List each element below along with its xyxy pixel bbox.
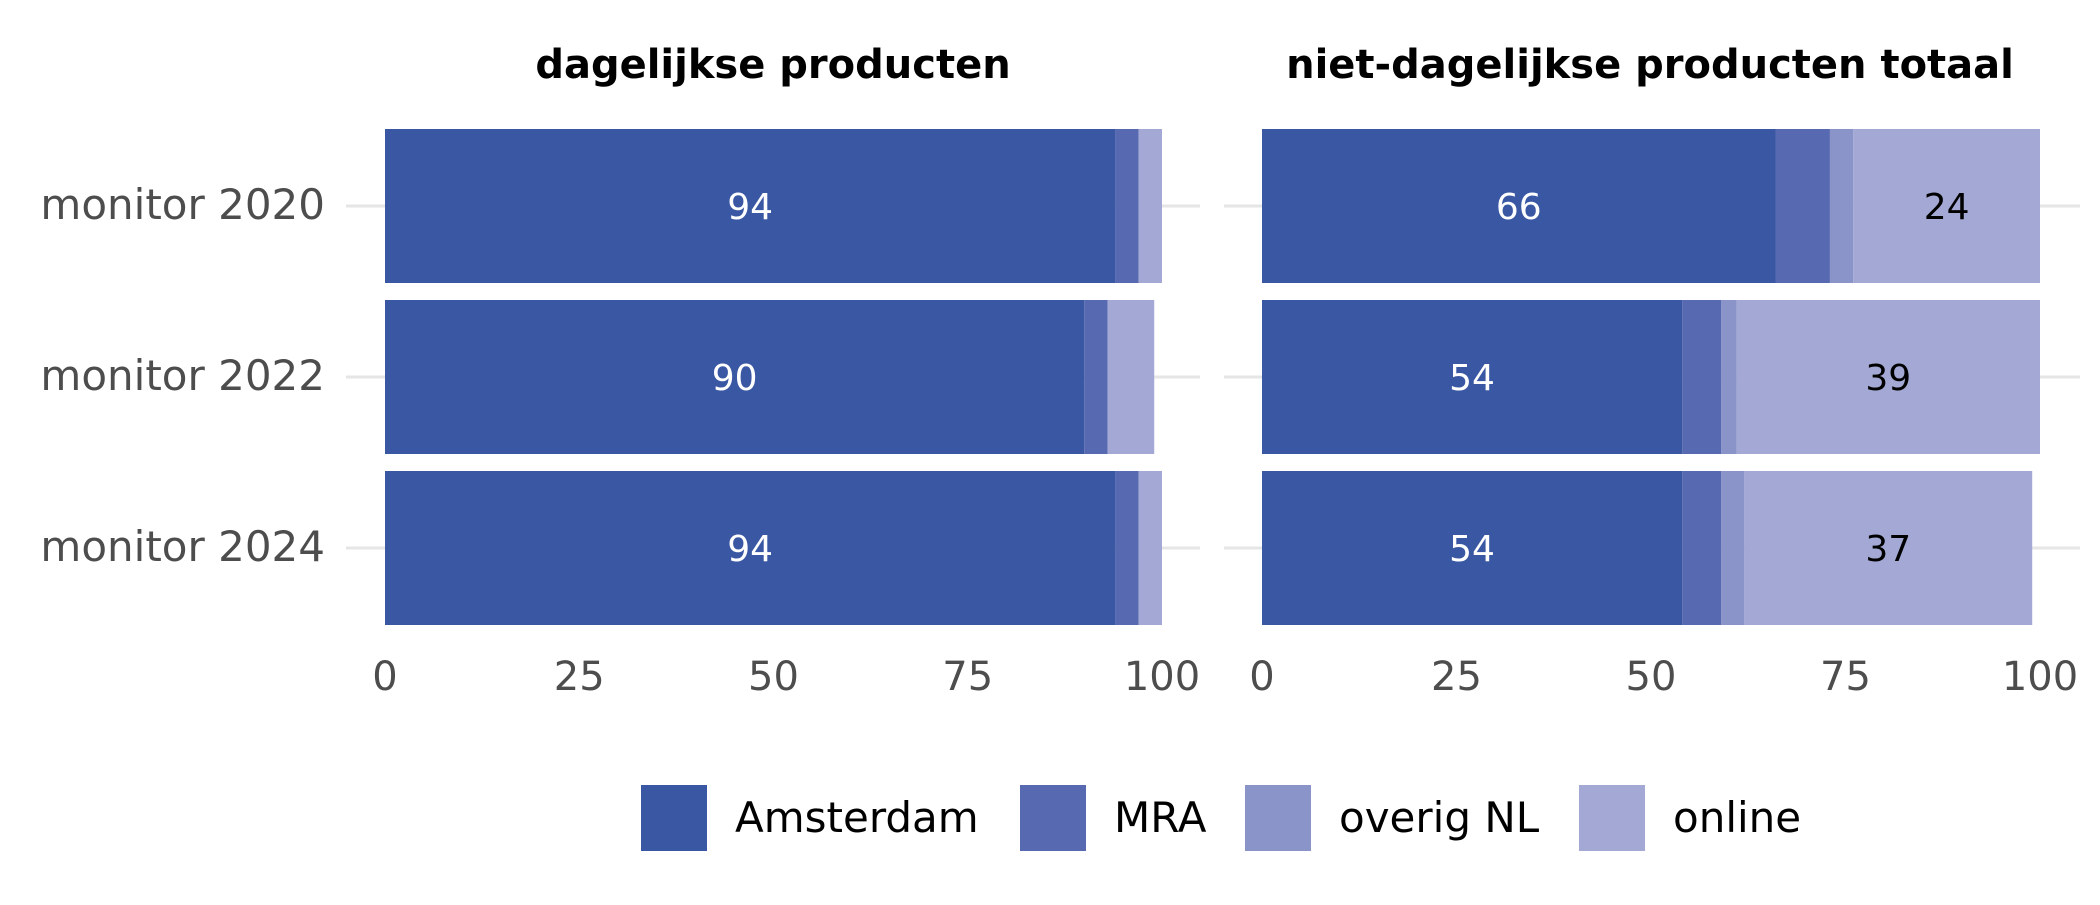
data-label: 39 <box>1865 358 1911 399</box>
legend-label: online <box>1673 793 1801 842</box>
bar-segment-amsterdam <box>1262 129 1776 283</box>
legend-swatch <box>1245 785 1311 851</box>
data-label: 24 <box>1924 187 1970 228</box>
panel-title: dagelijkse producten <box>535 42 1010 88</box>
bar-segment-amsterdam <box>385 129 1116 283</box>
bar-segment-overig-nl <box>1721 471 1745 625</box>
x-tick-label: 100 <box>1124 654 1200 700</box>
bar-segment-overig-nl <box>1721 300 1737 454</box>
bar-segment-online <box>1138 471 1162 625</box>
bar-segment-amsterdam <box>385 300 1085 454</box>
bar-segment-online <box>1107 300 1155 454</box>
x-tick-label: 100 <box>2002 654 2078 700</box>
legend-label: overig NL <box>1339 793 1540 842</box>
bar-segment-mra <box>1115 129 1139 283</box>
bar-segment-mra <box>1775 129 1830 283</box>
bar-segment-mra <box>1682 300 1722 454</box>
bar-segment-mra <box>1115 471 1139 625</box>
x-tick-label: 75 <box>1820 654 1871 700</box>
category-label: monitor 2024 <box>40 522 325 571</box>
legend-swatch <box>1020 785 1086 851</box>
data-label: 37 <box>1865 529 1911 570</box>
bar-segment-amsterdam <box>1262 300 1683 454</box>
data-label: 94 <box>727 529 773 570</box>
data-label: 66 <box>1496 187 1542 228</box>
x-tick-label: 0 <box>1249 654 1274 700</box>
legend-swatch <box>641 785 707 851</box>
x-tick-label: 50 <box>748 654 799 700</box>
data-label: 54 <box>1449 358 1495 399</box>
legend-label: Amsterdam <box>735 793 979 842</box>
bar-segment-online <box>1744 471 2033 625</box>
legend-swatch <box>1579 785 1645 851</box>
x-tick-label: 50 <box>1626 654 1677 700</box>
x-tick-label: 25 <box>554 654 605 700</box>
bar-segment-online <box>1853 129 2040 283</box>
x-tick-label: 75 <box>942 654 993 700</box>
bar-segment-mra <box>1084 300 1108 454</box>
data-label: 90 <box>712 358 758 399</box>
bar-segment-amsterdam <box>1262 471 1683 625</box>
legend-label: MRA <box>1114 793 1207 842</box>
category-label: monitor 2022 <box>40 351 325 400</box>
bar-segment-online <box>1736 300 2040 454</box>
x-tick-label: 25 <box>1431 654 1482 700</box>
bar-segment-mra <box>1682 471 1722 625</box>
category-label: monitor 2020 <box>40 180 325 229</box>
bar-segment-online <box>1138 129 1162 283</box>
bar-segment-overig-nl <box>1829 129 1854 283</box>
panel-title: niet-dagelijkse producten totaal <box>1286 42 2014 88</box>
data-label: 94 <box>727 187 773 228</box>
x-tick-label: 0 <box>372 654 397 700</box>
data-label: 54 <box>1449 529 1495 570</box>
bar-segment-amsterdam <box>385 471 1116 625</box>
